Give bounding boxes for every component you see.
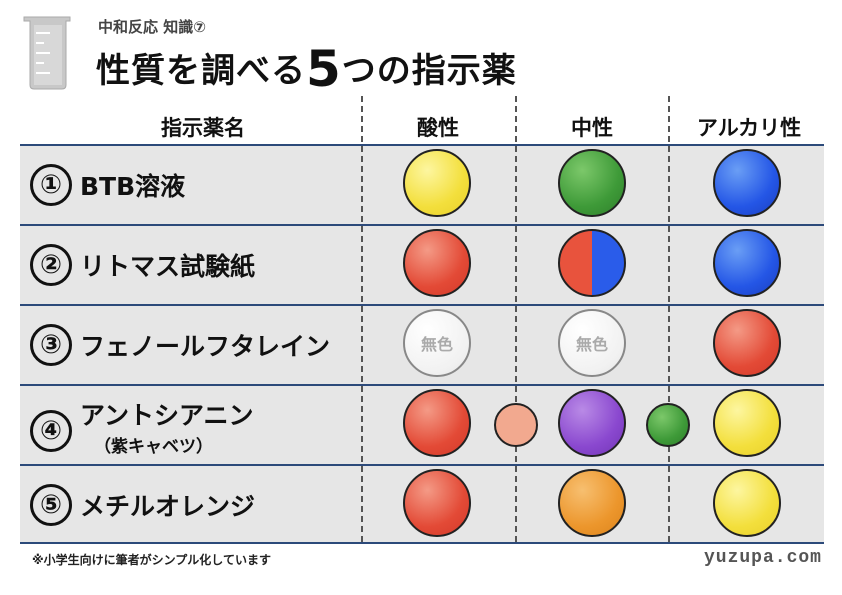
color-swatch-colorless: 無色 [403,309,471,377]
indicator-name: BTB溶液 [80,172,186,201]
beaker-icon [23,16,71,90]
color-swatch-orange [558,469,626,537]
footnote: ※小学生向けに筆者がシンプル化しています [32,553,271,567]
color-swatch-green [558,149,626,217]
indicator-name: メチルオレンジ [80,492,256,521]
column-header-alkaline: アルカリ性 [696,116,802,140]
row-label-litmus: ② リトマス試験紙 [30,244,255,286]
color-swatch-yellow [713,389,781,457]
column-divider [668,96,670,542]
table-bottom-rule [20,542,824,544]
row-label-btb: ① BTB溶液 [30,164,185,206]
indicator-subname: （紫キャベツ） [94,437,213,457]
indicator-name: フェノールフタレイン [80,332,331,361]
subtitle: 中和反応 知識⑦ [98,18,206,36]
color-swatch-yellow [713,469,781,537]
color-swatch-colorless: 無色 [558,309,626,377]
row-number: ③ [30,324,72,366]
color-swatch-blue [713,149,781,217]
color-swatch-pink [494,403,538,447]
column-header-neutral: 中性 [571,116,613,140]
title-after: つの指示薬 [341,51,517,91]
color-swatch-red-blue [558,229,626,297]
colorless-label: 無色 [575,335,608,354]
row-number: ① [30,164,72,206]
row-label-phenolphthalein: ③ フェノールフタレイン [30,324,330,366]
row-number: ⑤ [30,484,72,526]
color-swatch-red [713,309,781,377]
column-header-name: 指示薬名 [161,116,245,140]
color-swatch-red [403,229,471,297]
color-swatch-red [403,389,471,457]
color-swatch-green [646,403,690,447]
column-divider [515,96,517,542]
site-credit: yuzupa.com [703,548,822,568]
page-title: 性質を調べる5つの指示薬 [96,40,517,98]
title-before: 性質を調べる [96,51,306,91]
row-number: ② [30,244,72,286]
color-swatch-purple [558,389,626,457]
row-number: ④ [30,409,72,452]
indicator-name: アントシアニン [80,401,254,430]
indicator-name: リトマス試験紙 [80,252,256,281]
color-swatch-red [403,469,471,537]
row-label-methyl-orange: ⑤ メチルオレンジ [30,484,255,526]
column-header-acid: 酸性 [417,116,459,140]
color-swatch-yellow [403,149,471,217]
title-number: 5 [306,40,342,98]
row-label-anthocyanin: ④ アントシアニン （紫キャベツ） [30,396,330,457]
color-swatch-blue [713,229,781,297]
colorless-label: 無色 [420,335,453,354]
column-divider [361,96,363,542]
